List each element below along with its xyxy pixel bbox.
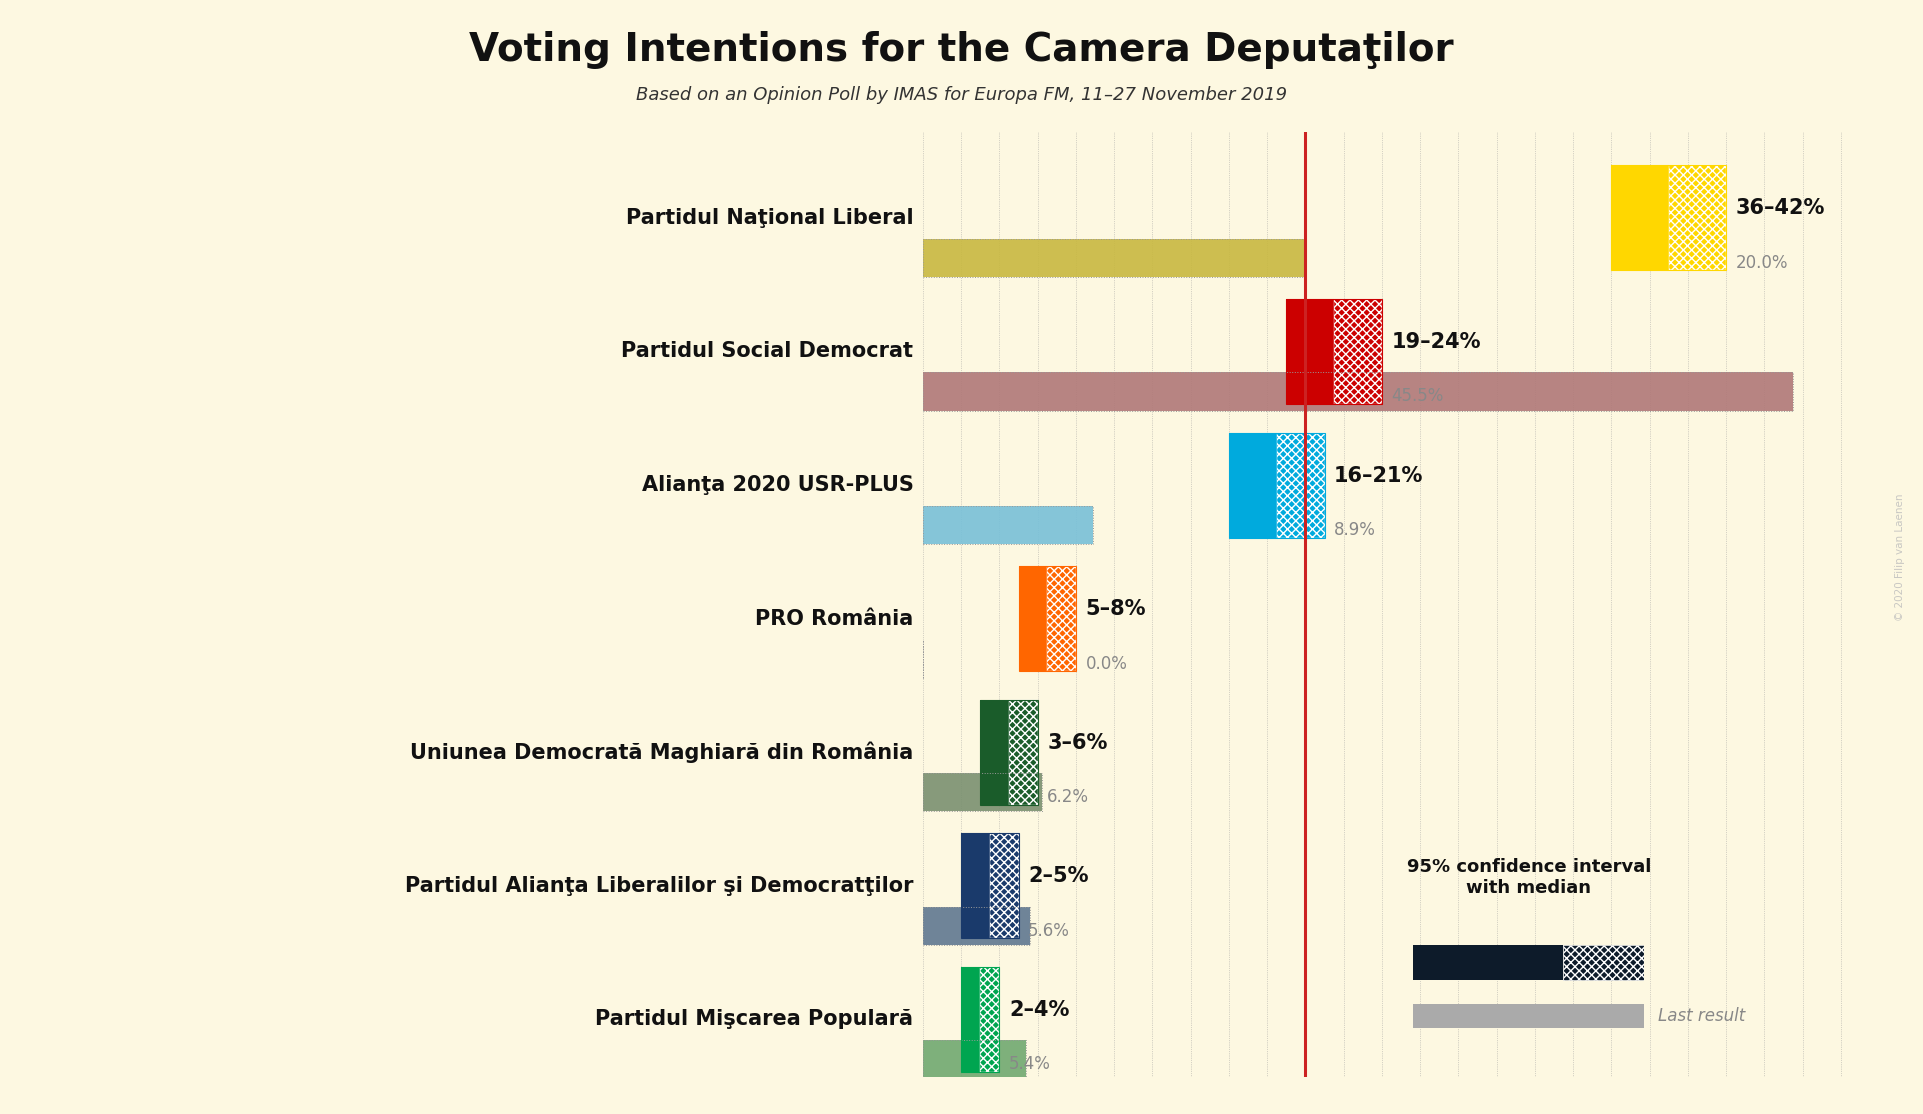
Bar (962, 833, 990, 938)
Text: Last result: Last result (1658, 1007, 1744, 1025)
Text: Partidul Alianţa Liberalilor şi Democratţilor: Partidul Alianţa Liberalilor şi Democrat… (406, 876, 913, 896)
Bar (923, 372, 1792, 411)
Bar (1010, 700, 1038, 804)
Bar (923, 372, 1792, 411)
Bar (1019, 566, 1077, 671)
Bar (1563, 945, 1644, 980)
Text: PRO România: PRO România (756, 608, 913, 628)
Bar (1229, 432, 1325, 538)
Text: Partidul Naţional Liberal: Partidul Naţional Liberal (625, 208, 913, 228)
Text: © 2020 Filip van Laenen: © 2020 Filip van Laenen (1894, 494, 1906, 620)
Bar (1286, 299, 1335, 404)
Text: 19–24%: 19–24% (1392, 332, 1481, 352)
Text: 2–4%: 2–4% (1010, 1000, 1069, 1020)
Bar (923, 773, 1042, 811)
Bar (923, 907, 1031, 945)
Text: Voting Intentions for the Camera Deputaţilor: Voting Intentions for the Camera Deputaţ… (469, 31, 1454, 69)
Bar (1048, 566, 1077, 671)
Bar (1413, 945, 1563, 980)
Text: 5–8%: 5–8% (1086, 599, 1146, 619)
Text: 5.4%: 5.4% (1010, 1055, 1052, 1073)
Text: 5.6%: 5.6% (1029, 921, 1069, 940)
Bar (990, 833, 1019, 938)
Text: 8.9%: 8.9% (1335, 521, 1377, 539)
Bar (923, 1040, 1027, 1078)
Bar (1413, 1004, 1644, 1028)
Bar (923, 238, 1306, 277)
Bar (1669, 165, 1727, 271)
Bar (923, 773, 1042, 811)
Bar (923, 907, 1031, 945)
Bar (962, 967, 981, 1072)
Text: 45.5%: 45.5% (1392, 388, 1444, 405)
Text: 2–5%: 2–5% (1029, 867, 1088, 887)
Bar (1611, 165, 1727, 271)
Text: 3–6%: 3–6% (1048, 733, 1108, 753)
Text: 16–21%: 16–21% (1335, 466, 1423, 486)
Bar (1229, 432, 1277, 538)
Text: 95% confidence interval
with median: 95% confidence interval with median (1406, 858, 1652, 897)
Text: 20.0%: 20.0% (1736, 254, 1788, 272)
Text: Based on an Opinion Poll by IMAS for Europa FM, 11–27 November 2019: Based on an Opinion Poll by IMAS for Eur… (637, 86, 1286, 104)
Bar (923, 506, 1092, 545)
Bar (1611, 165, 1669, 271)
Text: Alianţa 2020 USR-PLUS: Alianţa 2020 USR-PLUS (642, 475, 913, 495)
Text: 6.2%: 6.2% (1048, 788, 1088, 807)
Bar (1277, 432, 1325, 538)
Bar (923, 506, 1092, 545)
Text: Partidul Mişcarea Populară: Partidul Mişcarea Populară (596, 1009, 913, 1029)
Text: 0.0%: 0.0% (1086, 655, 1127, 673)
Bar (962, 833, 1019, 938)
Bar (981, 700, 1038, 804)
Bar (1019, 566, 1048, 671)
Bar (981, 700, 1010, 804)
Text: 36–42%: 36–42% (1736, 198, 1825, 218)
Bar (923, 1040, 1027, 1078)
Bar (1286, 299, 1383, 404)
Text: Partidul Social Democrat: Partidul Social Democrat (621, 342, 913, 361)
Bar (1335, 299, 1383, 404)
Bar (981, 967, 1000, 1072)
Bar (962, 967, 1000, 1072)
Text: Uniunea Democrată Maghiară din România: Uniunea Democrată Maghiară din România (410, 742, 913, 763)
Bar (923, 238, 1306, 277)
